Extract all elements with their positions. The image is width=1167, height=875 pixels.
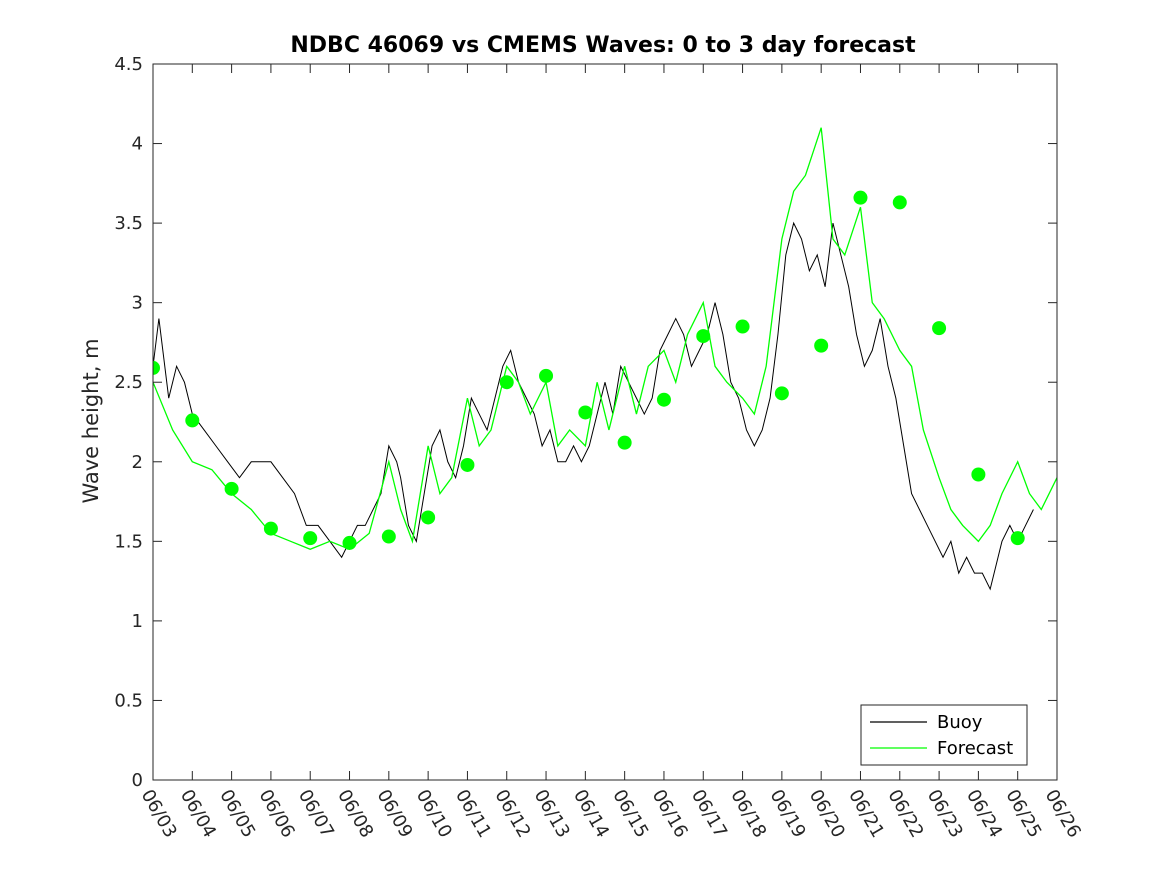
x-tick-label: 06/04 <box>176 786 220 841</box>
x-tick-label: 06/10 <box>412 786 456 841</box>
y-axis-label: Wave height, m <box>79 338 103 503</box>
legend: Buoy Forecast <box>860 704 1028 766</box>
x-tick-label: 06/09 <box>372 786 416 841</box>
x-tick-label: 06/11 <box>451 786 495 841</box>
forecast-marker <box>892 195 907 210</box>
y-tick-label: 1.5 <box>114 531 143 552</box>
y-tick-label: 0.5 <box>114 690 143 711</box>
forecast-marker <box>185 413 200 428</box>
forecast-marker <box>578 405 593 420</box>
y-tick-label: 2 <box>132 452 143 473</box>
x-tick-label: 06/08 <box>333 786 377 841</box>
forecast-line <box>153 127 1057 551</box>
forecast-marker <box>342 535 357 550</box>
forecast-marker <box>774 386 789 401</box>
legend-box <box>860 704 1028 766</box>
y-tick-label: 3.5 <box>114 213 143 234</box>
x-tick-label: 06/14 <box>569 786 613 841</box>
forecast-marker <box>460 457 475 472</box>
y-tick-label: 1 <box>132 611 143 632</box>
x-tick-label: 06/03 <box>137 786 181 841</box>
forecast-marker <box>932 321 947 336</box>
x-tick-label: 06/17 <box>687 786 731 841</box>
forecast-marker <box>656 392 671 407</box>
data-marks <box>153 127 1057 591</box>
forecast-marker <box>224 481 239 496</box>
forecast-marker <box>263 521 278 536</box>
x-tick-label: 06/07 <box>294 786 338 841</box>
x-tick-label: 06/16 <box>648 786 692 841</box>
y-tick-label: 0 <box>132 770 143 791</box>
x-tick-label: 06/15 <box>608 786 652 841</box>
forecast-marker <box>814 338 829 353</box>
legend-label-forecast: Forecast <box>937 738 1013 759</box>
y-axis-ticks: 0 0.5 1 1.5 2 2.5 3 3.5 4 4.5 <box>114 54 1057 791</box>
forecast-marker <box>499 375 514 390</box>
y-tick-label: 4 <box>132 134 143 155</box>
forecast-marker <box>303 531 318 546</box>
forecast-marker <box>153 360 160 375</box>
forecast-marker <box>735 319 750 334</box>
forecast-marker <box>421 510 436 525</box>
forecast-marker <box>539 368 554 383</box>
x-tick-label: 06/19 <box>766 786 810 841</box>
x-tick-label: 06/24 <box>962 786 1006 841</box>
forecast-marker <box>617 435 632 450</box>
x-tick-label: 06/23 <box>923 786 967 841</box>
forecast-marker <box>696 329 711 344</box>
y-tick-label: 2.5 <box>114 372 143 393</box>
chart-title: NDBC 46069 vs CMEMS Waves: 0 to 3 day fo… <box>290 33 916 58</box>
x-tick-label: 06/05 <box>215 786 259 841</box>
legend-label-buoy: Buoy <box>937 712 983 733</box>
x-tick-label: 06/18 <box>726 786 770 841</box>
y-tick-label: 4.5 <box>114 54 143 75</box>
forecast-marker <box>381 529 396 544</box>
x-tick-label: 06/06 <box>255 786 299 841</box>
x-tick-label: 06/20 <box>805 786 849 841</box>
axes-box <box>152 63 1058 781</box>
x-tick-label: 06/26 <box>1041 786 1085 841</box>
forecast-marker <box>1010 531 1025 546</box>
x-tick-label: 06/12 <box>490 786 534 841</box>
forecast-marker <box>853 190 868 205</box>
x-tick-label: 06/22 <box>883 786 927 841</box>
x-tick-label: 06/25 <box>1001 786 1045 841</box>
y-tick-label: 3 <box>132 293 143 314</box>
x-tick-label: 06/21 <box>844 786 888 841</box>
plot-area <box>152 63 1058 781</box>
forecast-marker <box>971 467 986 482</box>
x-tick-label: 06/13 <box>530 786 574 841</box>
